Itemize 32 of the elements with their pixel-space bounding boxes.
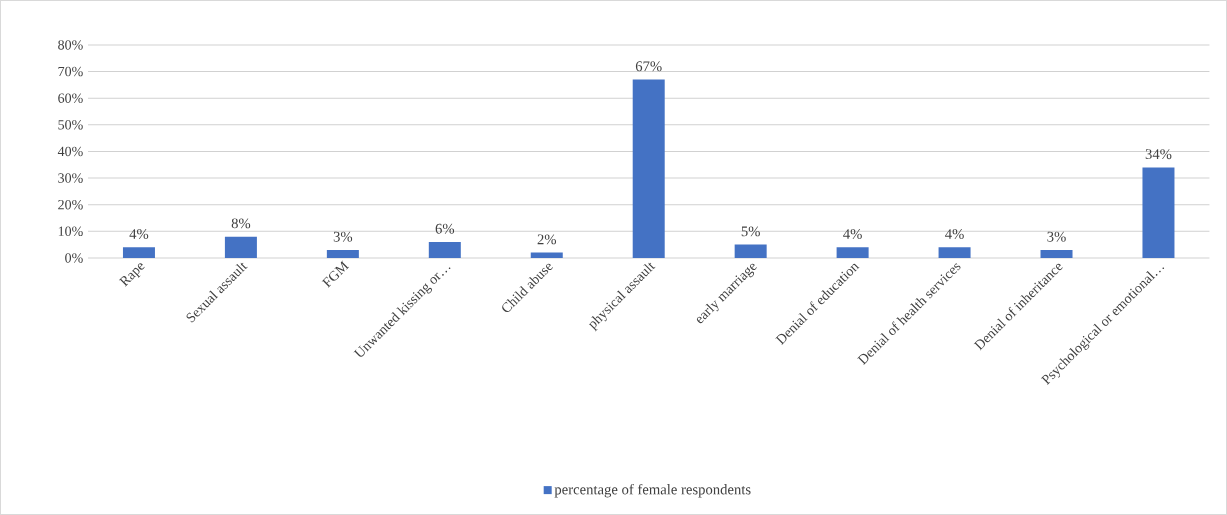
bar xyxy=(428,241,461,258)
bar xyxy=(938,247,971,258)
bar xyxy=(632,79,665,258)
bar xyxy=(122,247,155,258)
bar xyxy=(1040,249,1073,258)
y-tick-label: 60% xyxy=(58,93,83,103)
y-tick-label: 10% xyxy=(58,226,83,237)
legend-label: percentage of female respondents xyxy=(554,483,751,498)
y-tick-label: 40% xyxy=(57,146,83,157)
bar xyxy=(326,249,359,258)
data-label: 3% xyxy=(333,231,353,242)
data-label: 8% xyxy=(231,218,251,229)
y-tick-label: 50% xyxy=(58,120,83,130)
bar xyxy=(224,236,257,258)
data-label: 2% xyxy=(537,234,557,245)
data-label: 4% xyxy=(843,229,862,240)
bar xyxy=(734,244,767,258)
y-tick-label: 70% xyxy=(58,66,83,77)
y-tick-label: 0% xyxy=(65,253,83,263)
data-label: 34% xyxy=(1145,149,1172,160)
data-label: 3% xyxy=(1047,231,1066,242)
y-tick-label: 80% xyxy=(58,40,83,50)
y-tick-label: 20% xyxy=(58,199,83,210)
bar xyxy=(836,247,869,258)
data-label: 5% xyxy=(741,226,760,237)
data-label: 67% xyxy=(635,61,662,72)
bar xyxy=(1142,167,1175,258)
data-label: 4% xyxy=(945,229,964,240)
bar xyxy=(530,252,563,258)
data-label: 4% xyxy=(129,229,149,240)
y-tick-label: 30% xyxy=(58,173,83,183)
data-label: 6% xyxy=(435,223,455,234)
